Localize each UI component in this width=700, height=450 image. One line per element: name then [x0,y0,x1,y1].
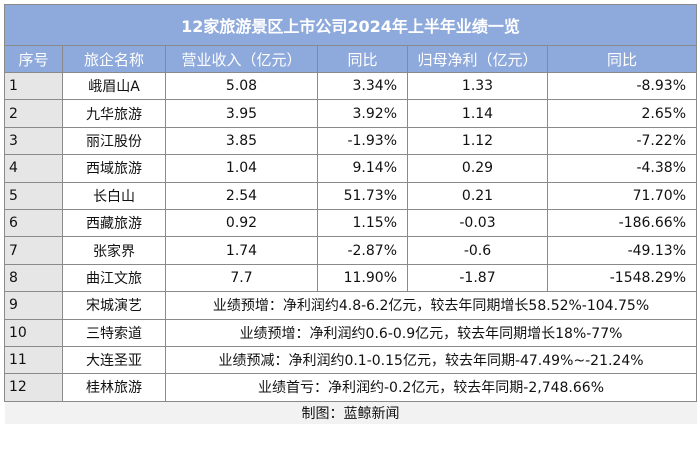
performance-table-sheet: 12家旅游景区上市公司2024年上半年业绩一览 序号 旅企名称 营业收入（亿元）… [4,4,697,424]
row-index: 3 [4,126,63,156]
source-credit: 制图：蓝鲸新闻 [4,401,697,424]
table-row: 6 西藏旅游 0.92 1.15% -0.03 -186.66% [4,208,697,238]
row-index: 4 [4,154,63,183]
company-name: 西域旅游 [62,154,166,183]
net-profit-value: -0.6 [407,236,548,265]
table-row: 7 张家界 1.74 -2.87% -0.6 -49.13% [4,236,697,265]
row-index: 5 [4,181,63,210]
revenue-yoy-value: 3.92% [317,99,408,128]
company-name: 桂林旅游 [62,373,166,402]
net-profit-value: 1.33 [407,71,548,101]
revenue-value: 3.85 [165,126,318,156]
footer-row: 制图：蓝鲸新闻 [4,401,697,424]
profit-yoy-value: 71.70% [547,181,697,210]
table-row-forecast: 12 桂林旅游 业绩首亏：净利润约-0.2亿元，较去年同期-2,748.66% [4,373,697,402]
table-row: 4 西域旅游 1.04 9.14% 0.29 -4.38% [4,154,697,183]
company-name: 长白山 [62,181,166,210]
revenue-value: 2.54 [165,181,318,210]
row-index: 1 [4,71,63,101]
row-index: 8 [4,263,63,293]
profit-yoy-value: 2.65% [547,99,697,128]
profit-yoy-value: -4.38% [547,154,697,183]
profit-yoy-value: -49.13% [547,236,697,265]
table-row-forecast: 9 宋城演艺 业绩预增：净利润约4.8-6.2亿元，较去年同期增长58.52%-… [4,291,697,320]
revenue-value: 7.7 [165,263,318,293]
revenue-yoy-value: 51.73% [317,181,408,210]
company-name: 张家界 [62,236,166,265]
revenue-value: 1.74 [165,236,318,265]
company-name: 三特索道 [62,318,166,347]
row-index: 9 [4,291,63,320]
header-net-profit: 归母净利（亿元） [407,45,548,73]
table-row: 3 丽江股份 3.85 -1.93% 1.12 -7.22% [4,126,697,156]
net-profit-value: -1.87 [407,263,548,293]
company-name: 丽江股份 [62,126,166,156]
header-row: 序号 旅企名称 营业收入（亿元） 同比 归母净利（亿元） 同比 [4,45,697,73]
profit-yoy-value: -186.66% [547,208,697,238]
company-name: 西藏旅游 [62,208,166,238]
row-index: 12 [4,373,63,402]
company-name: 峨眉山A [62,71,166,101]
company-name: 宋城演艺 [62,291,166,320]
company-name: 九华旅游 [62,99,166,128]
forecast-note: 业绩预增：净利润约4.8-6.2亿元，较去年同期增长58.52%-104.75% [165,291,697,320]
revenue-yoy-value: -1.93% [317,126,408,156]
performance-table: 12家旅游景区上市公司2024年上半年业绩一览 序号 旅企名称 营业收入（亿元）… [4,4,697,424]
table-row: 1 峨眉山A 5.08 3.34% 1.33 -8.93% [4,71,697,101]
net-profit-value: 0.29 [407,154,548,183]
net-profit-value: 0.21 [407,181,548,210]
revenue-value: 3.95 [165,99,318,128]
net-profit-value: 1.14 [407,99,548,128]
profit-yoy-value: -8.93% [547,71,697,101]
forecast-note: 业绩预减：净利润约0.1-0.15亿元，较去年同期-47.49%~-21.24% [165,345,697,375]
row-index: 2 [4,99,63,128]
header-profit-yoy: 同比 [547,45,697,73]
header-company: 旅企名称 [62,45,166,73]
row-index: 6 [4,208,63,238]
table-row: 5 长白山 2.54 51.73% 0.21 71.70% [4,181,697,210]
table-row: 8 曲江文旅 7.7 11.90% -1.87 -1548.29% [4,263,697,293]
company-name: 曲江文旅 [62,263,166,293]
revenue-value: 0.92 [165,208,318,238]
row-index: 7 [4,236,63,265]
forecast-note: 业绩首亏：净利润约-0.2亿元，较去年同期-2,748.66% [165,373,697,402]
table-title: 12家旅游景区上市公司2024年上半年业绩一览 [4,4,697,46]
title-row: 12家旅游景区上市公司2024年上半年业绩一览 [4,4,697,46]
company-name: 大连圣亚 [62,345,166,375]
revenue-value: 5.08 [165,71,318,101]
net-profit-value: 1.12 [407,126,548,156]
forecast-note: 业绩预增：净利润约0.6-0.9亿元，较去年同期增长18%-77% [165,318,697,347]
revenue-value: 1.04 [165,154,318,183]
table-row-forecast: 11 大连圣亚 业绩预减：净利润约0.1-0.15亿元，较去年同期-47.49%… [4,345,697,375]
row-index: 10 [4,318,63,347]
header-index: 序号 [4,45,63,73]
profit-yoy-value: -1548.29% [547,263,697,293]
table-row-forecast: 10 三特索道 业绩预增：净利润约0.6-0.9亿元，较去年同期增长18%-77… [4,318,697,347]
revenue-yoy-value: -2.87% [317,236,408,265]
revenue-yoy-value: 11.90% [317,263,408,293]
header-revenue-yoy: 同比 [317,45,408,73]
revenue-yoy-value: 9.14% [317,154,408,183]
net-profit-value: -0.03 [407,208,548,238]
row-index: 11 [4,345,63,375]
profit-yoy-value: -7.22% [547,126,697,156]
revenue-yoy-value: 1.15% [317,208,408,238]
table-row: 2 九华旅游 3.95 3.92% 1.14 2.65% [4,99,697,128]
header-revenue: 营业收入（亿元） [165,45,318,73]
revenue-yoy-value: 3.34% [317,71,408,101]
